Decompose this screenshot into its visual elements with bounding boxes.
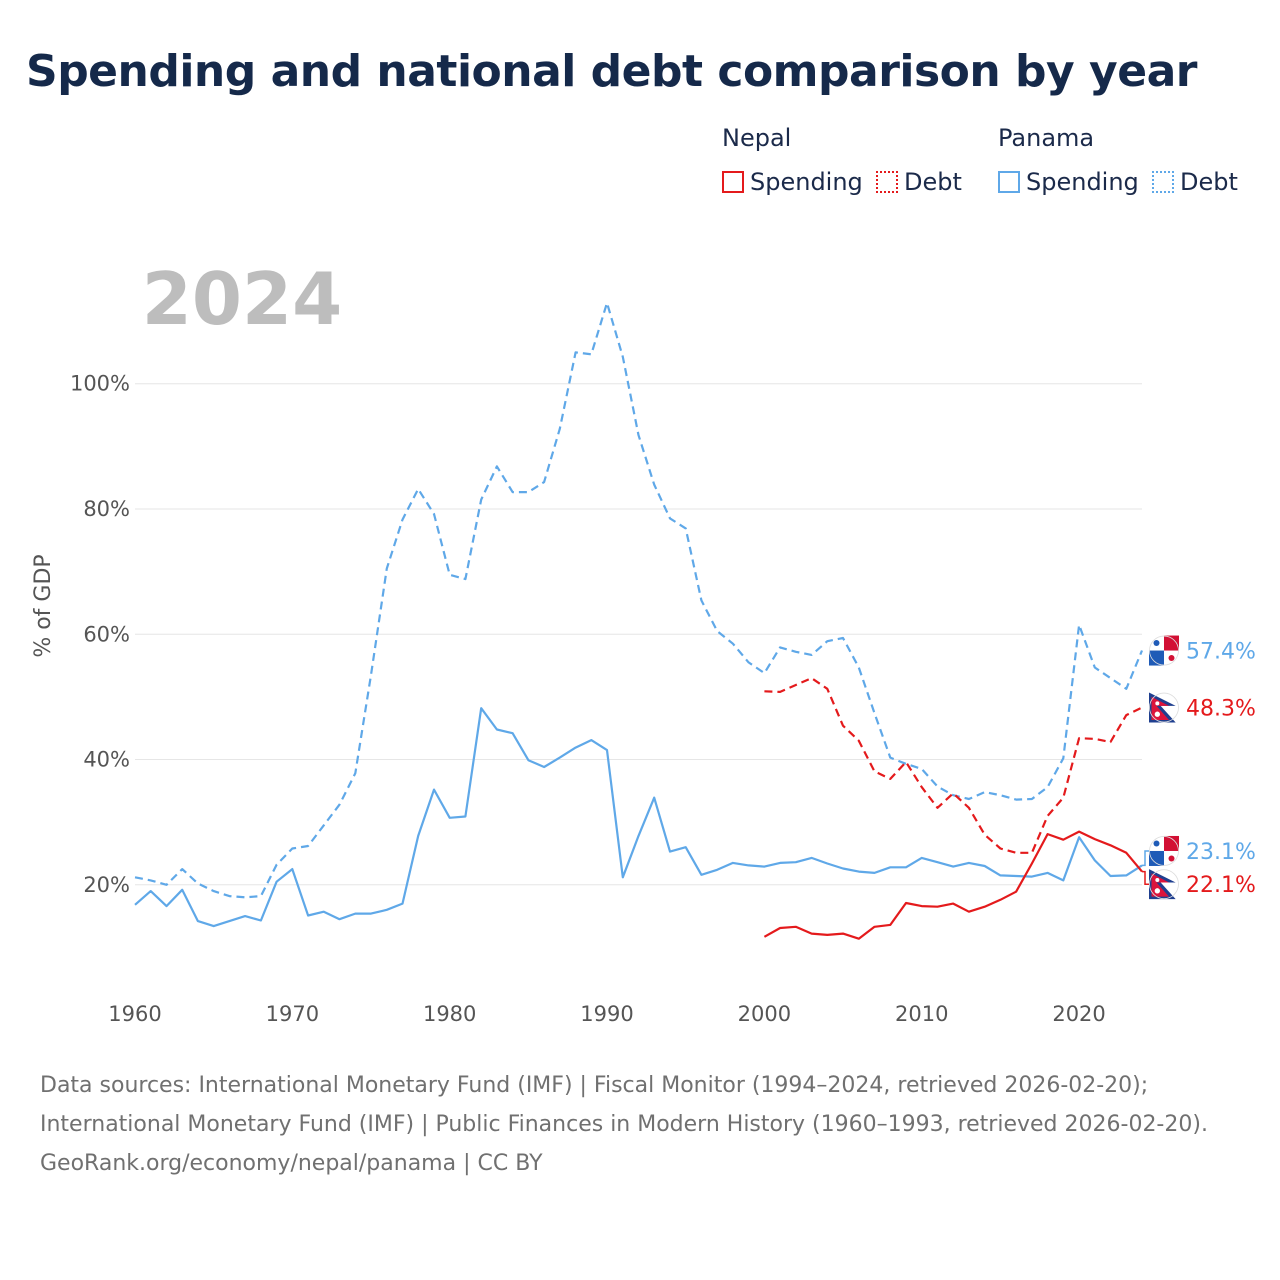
nepal-flag-icon bbox=[1149, 692, 1179, 723]
line-chart: 2024 20% 40% 60% 80% 100% 1960 1970 1980 1990 200… bbox=[31, 257, 1256, 1026]
end-label-layer: 57.4% 48.3% 23.1% 22.1% bbox=[1142, 635, 1256, 900]
flag-sun bbox=[1154, 888, 1160, 894]
leader-line bbox=[1142, 870, 1150, 885]
flag-ring bbox=[1149, 869, 1179, 900]
dotted-swatch-icon bbox=[1152, 171, 1174, 193]
leader-line bbox=[1142, 850, 1150, 867]
x-tick-label: 1970 bbox=[266, 1002, 319, 1026]
x-tick-label: 2020 bbox=[1052, 1002, 1105, 1026]
series-line-panama-debt bbox=[134, 301, 1144, 899]
legend-group-title: Panama bbox=[998, 124, 1095, 152]
y-tick-label: 80% bbox=[83, 497, 130, 521]
panama-flag-icon bbox=[1149, 635, 1179, 666]
attribution-link[interactable]: GeoRank.org/economy/nepal/panama | CC BY bbox=[40, 1151, 543, 1176]
solid-swatch-icon bbox=[998, 171, 1020, 193]
legend-item-panama-spending[interactable]: Spending bbox=[998, 168, 1139, 196]
axis-layer: 20% 40% 60% 80% 100% 1960 1970 1980 1990 2000 2010… bbox=[70, 372, 1106, 1026]
legend-label: Debt bbox=[1180, 168, 1238, 196]
flag-moon bbox=[1155, 701, 1160, 706]
flag-moon bbox=[1155, 877, 1160, 882]
data-sources: Data sources: International Monetary Fun… bbox=[40, 1073, 1208, 1137]
year-watermark: 2024 bbox=[142, 257, 342, 341]
x-tick-label: 1960 bbox=[108, 1002, 161, 1026]
x-tick-label: 1980 bbox=[423, 1002, 476, 1026]
flag-quarter bbox=[1149, 650, 1164, 666]
end-value-label: 23.1% bbox=[1186, 840, 1256, 865]
legend-label: Debt bbox=[904, 168, 962, 196]
series-line-nepal-spending bbox=[763, 830, 1143, 940]
flag-ring bbox=[1149, 692, 1179, 723]
series-line-panama-spending bbox=[134, 707, 1143, 928]
panama-flag-icon bbox=[1149, 835, 1179, 866]
solid-swatch-icon bbox=[722, 171, 744, 193]
flag-ring bbox=[1149, 836, 1179, 866]
footer: Data sources: International Monetary Fun… bbox=[40, 1066, 1240, 1183]
series-layer bbox=[134, 301, 1144, 940]
chart-title: Spending and national debt comparison by… bbox=[26, 46, 1197, 97]
x-tick-label: 2010 bbox=[895, 1002, 948, 1026]
end-value-label: 48.3% bbox=[1186, 697, 1256, 722]
legend-group-nepal: Nepal Spending Debt bbox=[722, 124, 962, 196]
flag-ring bbox=[1149, 635, 1179, 666]
legend-label: Spending bbox=[1026, 168, 1139, 196]
legend-item-panama-debt[interactable]: Debt bbox=[1152, 168, 1238, 196]
flag-sun bbox=[1154, 711, 1160, 717]
y-tick-label: 60% bbox=[83, 622, 130, 646]
x-tick-label: 1990 bbox=[580, 1002, 633, 1026]
legend-item-nepal-spending[interactable]: Spending bbox=[722, 168, 863, 196]
y-tick-label: 100% bbox=[70, 372, 130, 396]
end-value-label: 57.4% bbox=[1186, 640, 1256, 665]
y-axis-title: % of GDP bbox=[31, 554, 56, 657]
grid-layer bbox=[135, 383, 1142, 886]
x-tick-label: 2000 bbox=[738, 1002, 791, 1026]
legend-label: Spending bbox=[750, 168, 863, 196]
end-value-label: 22.1% bbox=[1186, 873, 1256, 898]
flag-quarter bbox=[1164, 835, 1179, 851]
flag-star bbox=[1153, 640, 1160, 647]
nepal-flag-icon bbox=[1149, 869, 1179, 900]
y-tick-label: 20% bbox=[83, 873, 130, 897]
legend-item-nepal-debt[interactable]: Debt bbox=[876, 168, 962, 196]
flag-star bbox=[1168, 655, 1175, 662]
legend-group-panama: Panama Spending Debt bbox=[998, 124, 1238, 196]
flag-star bbox=[1168, 855, 1175, 862]
dotted-swatch-icon bbox=[876, 171, 898, 193]
flag-quarter bbox=[1149, 850, 1164, 866]
series-line-nepal-debt bbox=[764, 676, 1143, 854]
flag-star bbox=[1153, 840, 1160, 847]
legend-group-title: Nepal bbox=[722, 124, 792, 152]
flag-quarter bbox=[1164, 635, 1179, 651]
y-tick-label: 40% bbox=[83, 748, 130, 772]
